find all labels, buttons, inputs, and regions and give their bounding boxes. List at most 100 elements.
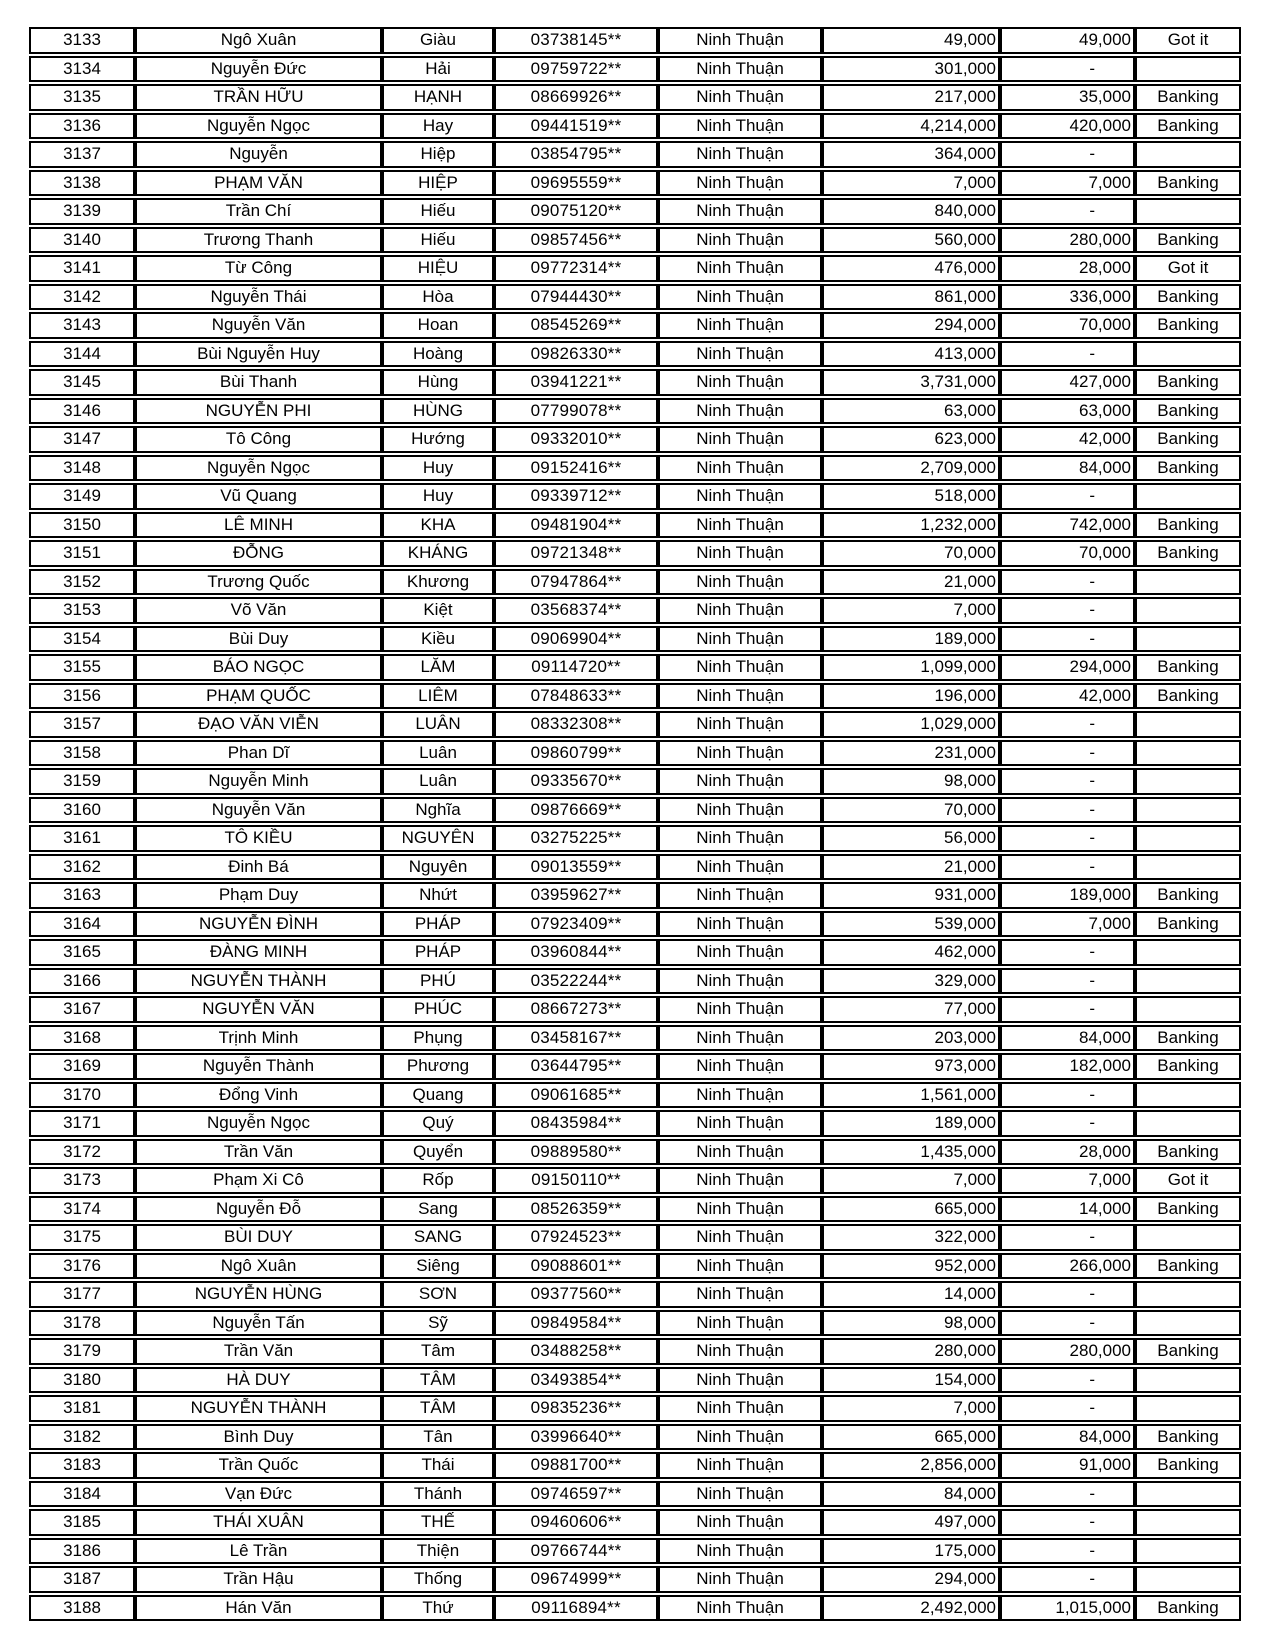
cell-first-name: Trương Thanh	[135, 226, 382, 253]
cell-first-name: Trần Văn	[135, 1338, 382, 1365]
cell-paid-amount: 35,000	[1000, 84, 1135, 111]
table-row: 3163 Phạm Duy Nhứt 03959627** Ninh Thuận 931,…	[29, 882, 1241, 909]
cell-province: Ninh Thuận	[658, 369, 822, 396]
cell-id: 3139	[29, 198, 135, 225]
cell-status	[1135, 597, 1241, 624]
contact-amount-table: 3133 Ngô Xuân Giàu 03738145** Ninh Thuận 49,0…	[29, 25, 1241, 1623]
cell-phone: 09759722**	[494, 55, 658, 82]
cell-phone: 08332308**	[494, 711, 658, 738]
cell-amount: 623,000	[822, 426, 1000, 453]
cell-phone: 03960844**	[494, 939, 658, 966]
cell-last-name: NGUYÊN	[382, 825, 494, 852]
cell-last-name: Hoan	[382, 312, 494, 339]
cell-amount: 973,000	[822, 1053, 1000, 1080]
table-row: 3148 Nguyễn Ngọc Huy 09152416** Ninh Thuận 2,…	[29, 454, 1241, 481]
cell-amount: 175,000	[822, 1537, 1000, 1564]
table-body: 3133 Ngô Xuân Giàu 03738145** Ninh Thuận 49,0…	[29, 27, 1241, 1621]
cell-status	[1135, 340, 1241, 367]
cell-amount: 364,000	[822, 141, 1000, 168]
cell-phone: 09335670**	[494, 768, 658, 795]
cell-status: Banking	[1135, 454, 1241, 481]
cell-amount: 98,000	[822, 768, 1000, 795]
cell-id: 3133	[29, 27, 135, 54]
cell-phone: 09116894**	[494, 1594, 658, 1621]
cell-province: Ninh Thuận	[658, 1195, 822, 1222]
cell-id: 3174	[29, 1195, 135, 1222]
cell-paid-amount: -	[1000, 768, 1135, 795]
cell-phone: 07848633**	[494, 682, 658, 709]
cell-amount: 931,000	[822, 882, 1000, 909]
table-row: 3134 Nguyễn Đức Hải 09759722** Ninh Thuận 301…	[29, 55, 1241, 82]
cell-status: Banking	[1135, 397, 1241, 424]
cell-phone: 07923409**	[494, 910, 658, 937]
cell-status: Banking	[1135, 312, 1241, 339]
table-row: 3176 Ngô Xuân Siêng 09088601** Ninh Thuận 952…	[29, 1252, 1241, 1279]
table-row: 3179 Trần Văn Tâm 03488258** Ninh Thuận 280,0…	[29, 1338, 1241, 1365]
cell-province: Ninh Thuận	[658, 768, 822, 795]
cell-id: 3183	[29, 1452, 135, 1479]
cell-province: Ninh Thuận	[658, 910, 822, 937]
cell-amount: 1,435,000	[822, 1138, 1000, 1165]
cell-paid-amount: 336,000	[1000, 283, 1135, 310]
cell-paid-amount: -	[1000, 141, 1135, 168]
cell-paid-amount: 42,000	[1000, 426, 1135, 453]
cell-id: 3140	[29, 226, 135, 253]
cell-last-name: TÂM	[382, 1366, 494, 1393]
cell-amount: 154,000	[822, 1366, 1000, 1393]
cell-id: 3137	[29, 141, 135, 168]
table-row: 3145 Bùi Thanh Hùng 03941221** Ninh Thuận 3,7…	[29, 369, 1241, 396]
table-row: 3152 Trương Quốc Khương 07947864** Ninh Thuậ…	[29, 568, 1241, 595]
cell-amount: 189,000	[822, 625, 1000, 652]
cell-province: Ninh Thuận	[658, 511, 822, 538]
table-row: 3143 Nguyễn Văn Hoan 08545269** Ninh Thuận 29…	[29, 312, 1241, 339]
cell-phone: 03854795**	[494, 141, 658, 168]
cell-first-name: Bùi Duy	[135, 625, 382, 652]
table-row: 3149 Vũ Quang Huy 09339712** Ninh Thuận 518,0…	[29, 483, 1241, 510]
table-row: 3151 ĐỖNG KHÁNG 09721348** Ninh Thuận 70,000 7…	[29, 540, 1241, 567]
table-row: 3162 Đinh Bá Nguyên 09013559** Ninh Thuận 21,…	[29, 853, 1241, 880]
cell-last-name: Khương	[382, 568, 494, 595]
cell-phone: 09152416**	[494, 454, 658, 481]
cell-province: Ninh Thuận	[658, 568, 822, 595]
cell-phone: 09441519**	[494, 112, 658, 139]
cell-province: Ninh Thuận	[658, 1110, 822, 1137]
cell-province: Ninh Thuận	[658, 1224, 822, 1251]
cell-paid-amount: 84,000	[1000, 1423, 1135, 1450]
cell-id: 3152	[29, 568, 135, 595]
table-row: 3171 Nguyễn Ngọc Quý 08435984** Ninh Thuận 18…	[29, 1110, 1241, 1137]
cell-province: Ninh Thuận	[658, 312, 822, 339]
cell-paid-amount: 7,000	[1000, 910, 1135, 937]
cell-paid-amount: 182,000	[1000, 1053, 1135, 1080]
cell-phone: 09721348**	[494, 540, 658, 567]
cell-phone: 08667273**	[494, 996, 658, 1023]
cell-id: 3180	[29, 1366, 135, 1393]
cell-last-name: Tân	[382, 1423, 494, 1450]
table-row: 3174 Nguyễn Đỗ Sang 08526359** Ninh Thuận 665…	[29, 1195, 1241, 1222]
cell-paid-amount: -	[1000, 1224, 1135, 1251]
cell-status	[1135, 1566, 1241, 1593]
cell-paid-amount: -	[1000, 1480, 1135, 1507]
cell-id: 3171	[29, 1110, 135, 1137]
cell-status: Banking	[1135, 1195, 1241, 1222]
cell-status	[1135, 1224, 1241, 1251]
cell-amount: 231,000	[822, 739, 1000, 766]
cell-amount: 70,000	[822, 796, 1000, 823]
cell-paid-amount: -	[1000, 597, 1135, 624]
cell-province: Ninh Thuận	[658, 1480, 822, 1507]
table-row: 3188 Hán Văn Thứ 09116894** Ninh Thuận 2,492,…	[29, 1594, 1241, 1621]
table-row: 3167 NGUYỄN VĂN PHÚC 08667273** Ninh Thuận 77…	[29, 996, 1241, 1023]
cell-amount: 7,000	[822, 1395, 1000, 1422]
cell-amount: 3,731,000	[822, 369, 1000, 396]
cell-paid-amount: -	[1000, 1395, 1135, 1422]
cell-status	[1135, 739, 1241, 766]
cell-paid-amount: 266,000	[1000, 1252, 1135, 1279]
cell-paid-amount: -	[1000, 1537, 1135, 1564]
cell-last-name: KHÁNG	[382, 540, 494, 567]
table-row: 3186 Lê Trần Thiện 09766744** Ninh Thuận 175,…	[29, 1537, 1241, 1564]
cell-paid-amount: 7,000	[1000, 169, 1135, 196]
cell-last-name: Hay	[382, 112, 494, 139]
cell-status: Banking	[1135, 1138, 1241, 1165]
cell-province: Ninh Thuận	[658, 1309, 822, 1336]
cell-status	[1135, 1309, 1241, 1336]
cell-province: Ninh Thuận	[658, 654, 822, 681]
